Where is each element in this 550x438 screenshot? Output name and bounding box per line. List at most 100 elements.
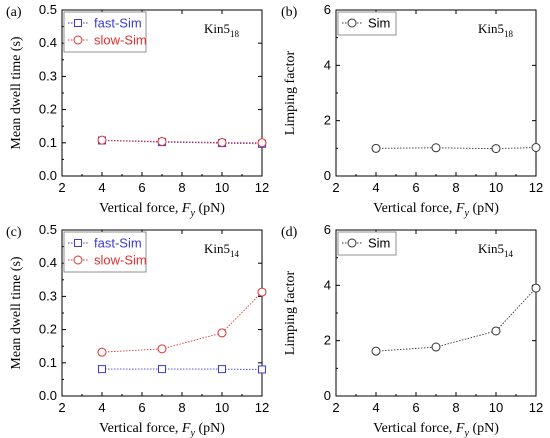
kin-annotation: Kin518 <box>204 21 240 39</box>
legend <box>63 11 147 53</box>
legend-label: slow-Sim <box>94 253 147 268</box>
y-tick-label: 0.4 <box>39 35 57 50</box>
series-line-1 <box>101 291 263 353</box>
panel-letter: (a) <box>6 5 22 20</box>
data-point-square <box>158 365 166 374</box>
x-tick-label: 10 <box>489 180 503 195</box>
y-tick-label: 0.2 <box>39 322 57 337</box>
legend-label: slow-Sim <box>94 33 147 48</box>
y-tick-label: 0.5 <box>39 222 57 237</box>
y-tick-label: 0 <box>324 168 331 183</box>
legend-marker <box>73 35 83 45</box>
data-point-circle <box>97 135 107 145</box>
y-tick-label: 0.1 <box>39 135 57 150</box>
data-point-circle <box>97 347 107 357</box>
data-point-circle <box>491 144 501 154</box>
x-tick-label: 12 <box>529 400 543 415</box>
y-axis-label: Limping factor <box>283 50 298 135</box>
series-line-0 <box>375 147 537 150</box>
x-tick-label: 6 <box>412 180 419 195</box>
y-axis-label: Mean dwell time (s) <box>9 36 24 149</box>
y-tick-label: 0.0 <box>39 388 57 403</box>
data-point-square <box>98 365 106 374</box>
y-tick-label: 4 <box>324 57 331 72</box>
legend-marker <box>74 19 82 27</box>
y-tick-label: 6 <box>324 222 331 237</box>
y-tick-label: 6 <box>324 2 331 17</box>
data-point-circle <box>257 287 267 297</box>
legend <box>337 11 397 36</box>
legend <box>63 231 147 273</box>
data-point-circle <box>431 143 441 153</box>
y-tick-label: 4 <box>324 277 331 292</box>
x-tick-label: 4 <box>372 400 379 415</box>
series-line-0 <box>101 140 263 145</box>
x-tick-label: 4 <box>98 180 105 195</box>
panel-letter: (c) <box>6 225 22 240</box>
x-axis-label: Vertical force, Fy (pN) <box>99 201 225 219</box>
x-tick-label: 8 <box>452 400 459 415</box>
x-tick-label: 10 <box>215 180 229 195</box>
x-tick-label: 4 <box>98 400 105 415</box>
x-tick-label: 8 <box>178 180 185 195</box>
legend-label: Sim <box>368 236 390 251</box>
x-tick-label: 2 <box>332 400 339 415</box>
legend-marker <box>347 18 357 28</box>
data-point-square <box>218 365 226 374</box>
data-point-circle <box>531 143 541 153</box>
x-tick-label: 6 <box>412 400 419 415</box>
kin-annotation: Kin514 <box>204 241 240 259</box>
x-tick-label: 8 <box>452 180 459 195</box>
series-line-1 <box>101 139 263 144</box>
data-point-square <box>258 365 266 374</box>
data-point-circle <box>157 344 167 354</box>
legend-label: fast-Sim <box>94 16 142 31</box>
x-tick-label: 6 <box>138 180 145 195</box>
legend-label: Sim <box>368 16 390 31</box>
y-tick-label: 0.4 <box>39 255 57 270</box>
x-tick-label: 2 <box>58 180 65 195</box>
data-point-circle <box>157 136 167 146</box>
data-point-circle <box>217 137 227 147</box>
x-axis-label: Vertical force, Fy (pN) <box>99 421 225 438</box>
x-tick-label: 2 <box>58 400 65 415</box>
legend-marker <box>74 239 82 247</box>
x-tick-label: 10 <box>215 400 229 415</box>
data-point-circle <box>371 143 381 153</box>
x-tick-label: 12 <box>529 180 543 195</box>
panel-letter: (b) <box>281 5 298 20</box>
kin-annotation: Kin518 <box>478 21 514 39</box>
y-tick-label: 0.3 <box>39 68 57 83</box>
legend-label: fast-Sim <box>94 236 142 251</box>
x-tick-label: 2 <box>332 180 339 195</box>
legend <box>337 231 397 256</box>
y-axis-label: Limping factor <box>283 270 298 355</box>
y-tick-label: 0.2 <box>39 102 57 117</box>
kin-annotation: Kin514 <box>478 241 514 259</box>
panel-2: (c) 2 4 6 8 10 12 0.0 0.1 0.2 0.3 0.4 0.5 Vertical fo… <box>6 222 269 438</box>
y-tick-label: 2 <box>324 113 331 128</box>
data-point-circle <box>371 346 381 356</box>
y-tick-label: 0.0 <box>39 168 57 183</box>
x-tick-label: 12 <box>255 400 269 415</box>
x-axis-label: Vertical force, Fy (pN) <box>373 201 499 219</box>
panel-0: (a) 2 4 6 8 10 12 0.0 0.1 0.2 0.3 0.4 0.5 Vertical fo… <box>6 2 269 219</box>
data-point-circle <box>531 283 541 293</box>
y-axis-label: Mean dwell time (s) <box>9 256 24 369</box>
x-axis-label: Vertical force, Fy (pN) <box>373 421 499 438</box>
data-point-circle <box>257 138 267 148</box>
x-tick-label: 6 <box>138 400 145 415</box>
data-point-circle <box>431 342 441 352</box>
panel-letter: (d) <box>281 225 298 240</box>
x-tick-label: 4 <box>372 180 379 195</box>
x-tick-label: 8 <box>178 400 185 415</box>
y-tick-label: 0 <box>324 388 331 403</box>
legend-marker <box>347 238 357 248</box>
y-tick-label: 0.5 <box>39 2 57 17</box>
y-tick-label: 2 <box>324 333 331 348</box>
legend-marker <box>73 255 83 265</box>
series-line-0 <box>375 287 537 352</box>
y-tick-label: 0.3 <box>39 288 57 303</box>
